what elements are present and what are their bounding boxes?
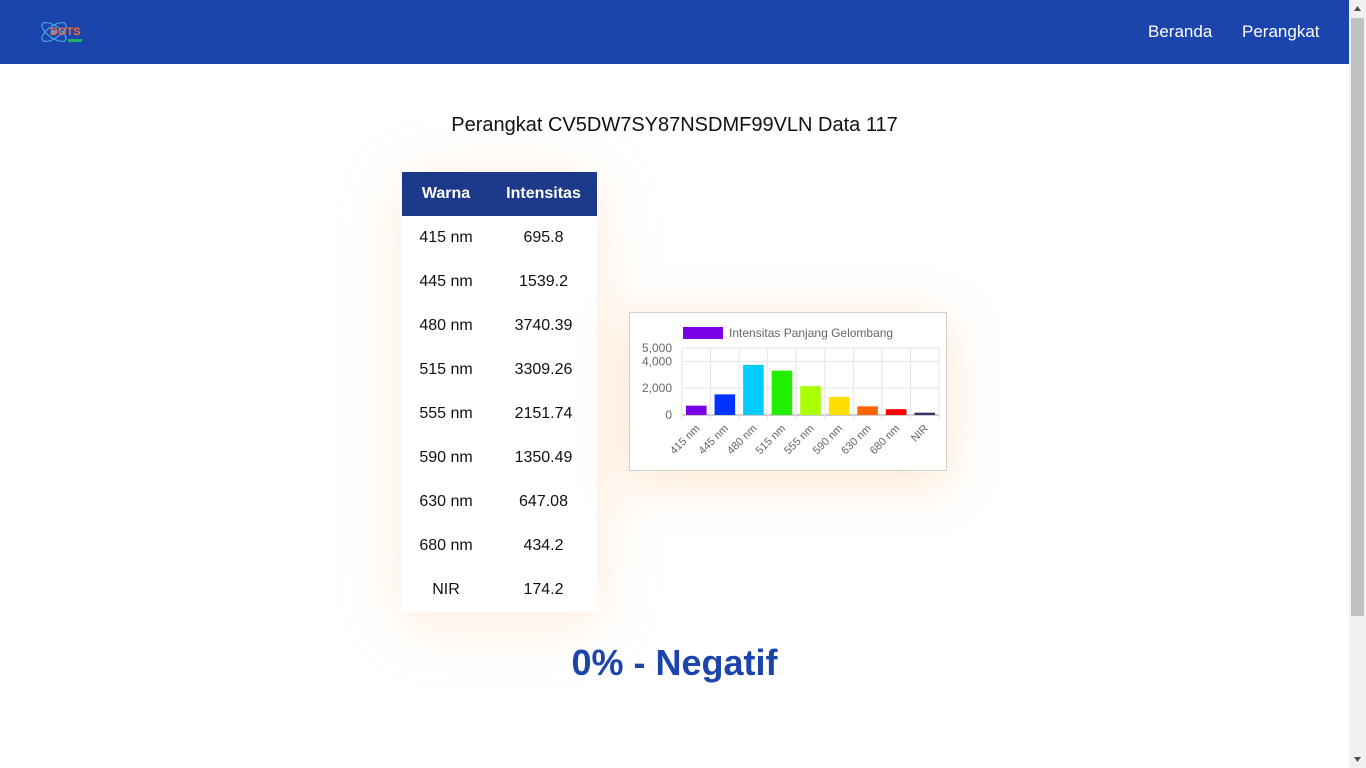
table-row: 630 nm 647.08: [402, 480, 597, 524]
cell-warna: 630 nm: [419, 493, 473, 510]
table-row: 480 nm 3740.39: [402, 304, 597, 348]
result-text: 0% - Negatif: [571, 642, 778, 683]
cell-intensitas: 695.8: [523, 229, 564, 246]
cell-warna: 555 nm: [419, 405, 473, 422]
table-row: 415 nm 695.8: [402, 216, 597, 260]
chart-bar[interactable]: [714, 394, 736, 415]
cell-warna: NIR: [432, 581, 460, 598]
table-row: NIR 174.2: [402, 568, 597, 612]
x-tick-label: 590 nm: [811, 423, 845, 457]
x-tick-label: NIR: [909, 423, 931, 445]
cell-intensitas: 2151.74: [514, 405, 573, 422]
cell-intensitas: 647.08: [519, 493, 568, 510]
x-tick-label: 415 nm: [668, 423, 702, 457]
x-tick-label: 630 nm: [839, 423, 873, 457]
navbar: DOTS Beranda Perangkat: [0, 0, 1349, 64]
logo[interactable]: DOTS: [38, 15, 86, 49]
cell-warna: 680 nm: [419, 537, 473, 554]
table-row: 515 nm 3309.26: [402, 348, 597, 392]
x-tick-label: 515 nm: [754, 423, 788, 457]
cell-warna: 415 nm: [419, 229, 473, 246]
cell-warna: 480 nm: [419, 317, 473, 334]
chart-card: Intensitas Panjang Gelombang 5,000 4,000 2…: [629, 312, 947, 471]
page-title: Perangkat CV5DW7SY87NSDMF99VLN Data 117: [451, 114, 898, 136]
cell-warna: 515 nm: [419, 361, 473, 378]
x-tick-label: 445 nm: [697, 423, 731, 457]
cell-warna: 590 nm: [419, 449, 473, 466]
chart-bar[interactable]: [828, 396, 850, 415]
table-row: 555 nm 2151.74: [402, 392, 597, 436]
x-tick-label: 480 nm: [725, 423, 759, 457]
intensity-table-card: Warna Intensitas 415 nm 695.8 445 nm 1539.…: [402, 172, 597, 612]
column-header-intensitas: Intensitas: [490, 172, 597, 216]
table-row: 590 nm 1350.49: [402, 436, 597, 480]
scroll-up-arrow-icon[interactable]: [1349, 0, 1366, 17]
chart-bar[interactable]: [800, 386, 821, 415]
logo-text: DOTS: [50, 26, 81, 38]
cell-intensitas: 3740.39: [514, 317, 573, 334]
cell-intensitas: 174.2: [523, 581, 564, 598]
x-tick-label: 555 nm: [782, 423, 816, 457]
chart-bar[interactable]: [914, 412, 936, 415]
legend-label[interactable]: Intensitas Panjang Gelombang: [729, 326, 893, 340]
table-row: 680 nm 434.2: [402, 524, 597, 568]
intensity-table: Warna Intensitas 415 nm 695.8 445 nm 1539.…: [402, 172, 597, 612]
nav-link-perangkat[interactable]: Perangkat: [1242, 22, 1320, 41]
column-header-warna: Warna: [402, 172, 490, 216]
cell-intensitas: 3309.26: [514, 361, 573, 378]
legend-swatch[interactable]: [683, 327, 723, 339]
cell-intensitas: 1539.2: [519, 273, 568, 290]
vertical-scrollbar[interactable]: [1349, 0, 1366, 768]
table-header-row: Warna Intensitas: [402, 172, 597, 216]
chart-bar[interactable]: [685, 405, 707, 415]
chart-bar[interactable]: [771, 370, 793, 415]
y-tick-label: 0: [665, 408, 672, 422]
chart-bar[interactable]: [885, 409, 907, 415]
table-row: 445 nm 1539.2: [402, 260, 597, 304]
scroll-down-arrow-icon[interactable]: [1349, 751, 1366, 768]
cell-warna: 445 nm: [419, 273, 473, 290]
chart-bar[interactable]: [743, 364, 764, 415]
chart-grid: [681, 347, 940, 420]
nav-link-beranda[interactable]: Beranda: [1148, 22, 1213, 41]
chart-bars: [685, 364, 936, 415]
y-tick-label: 2,000: [642, 381, 672, 395]
y-tick-label: 5,000: [642, 341, 672, 355]
x-tick-label: 680 nm: [868, 423, 902, 457]
scrollbar-thumb[interactable]: [1351, 18, 1364, 616]
chart-bar[interactable]: [857, 406, 878, 415]
cell-intensitas: 1350.49: [514, 449, 573, 466]
y-tick-label: 4,000: [642, 354, 672, 368]
cell-intensitas: 434.2: [523, 537, 564, 554]
